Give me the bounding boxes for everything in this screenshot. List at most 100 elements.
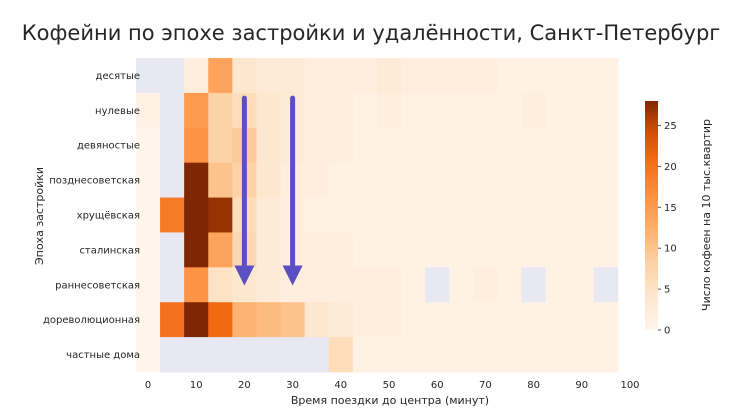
y-tick-label: нулевые — [95, 106, 140, 117]
colorbar — [645, 101, 658, 330]
colorbar-tick-label: 0 — [664, 326, 670, 337]
heatmap-cell — [208, 197, 233, 233]
heatmap-cell — [328, 232, 354, 268]
heatmap-cell — [184, 302, 209, 338]
heatmap-cell — [376, 267, 402, 303]
heatmap-cell — [521, 58, 547, 94]
heatmap-cell — [473, 58, 498, 94]
heatmap-cell — [545, 232, 571, 268]
heatmap-cell — [352, 197, 378, 233]
heatmap-cell — [401, 232, 426, 268]
heatmap-cell — [521, 337, 547, 373]
heatmap-cell — [569, 302, 595, 338]
heatmap-cell — [184, 92, 209, 129]
heatmap-cell — [521, 197, 547, 233]
heatmap-cell — [232, 337, 257, 373]
heatmap-cell — [256, 302, 281, 338]
x-tick-label: 100 — [620, 380, 639, 391]
y-tick-label: позднесоветская — [49, 176, 140, 187]
y-tick-label: хрущёвская — [77, 211, 140, 222]
heatmap-cell — [497, 92, 522, 129]
heatmap-cell — [497, 58, 522, 94]
heatmap-cell — [545, 162, 571, 198]
heatmap-cell — [256, 267, 281, 303]
heatmap-cell — [160, 92, 185, 129]
heatmap-cell — [545, 127, 571, 164]
heatmap-cell — [449, 58, 474, 94]
heatmap-cell — [425, 58, 450, 94]
heatmap-cell — [376, 197, 402, 233]
y-tick-label: сталинская — [79, 245, 140, 256]
heatmap-cell — [184, 58, 209, 94]
x-tick-label: 0 — [145, 380, 151, 391]
heatmap-cell — [545, 92, 571, 129]
heatmap-cell — [256, 337, 281, 373]
heatmap-cell — [184, 162, 209, 198]
heatmap-cell — [160, 127, 185, 164]
heatmap-cell — [376, 162, 402, 198]
heatmap-cell — [376, 127, 402, 164]
x-tick-label: 10 — [190, 380, 203, 391]
y-tick-label: раннесоветская — [55, 280, 140, 291]
heatmap-cell — [135, 92, 161, 129]
heatmap-cell — [256, 232, 281, 268]
y-tick-label: девяностые — [77, 141, 140, 152]
heatmap-cell — [473, 197, 498, 233]
heatmap-cell — [376, 302, 402, 338]
x-tick-label: 80 — [527, 380, 540, 391]
heatmap-cell — [401, 162, 426, 198]
heatmap-cell — [208, 127, 233, 164]
colorbar-ticks: 0 5 10 15 20 25 — [658, 121, 677, 337]
heatmap-cell — [569, 232, 595, 268]
heatmap-cell — [473, 267, 498, 303]
x-tick-labels: 0 10 20 30 40 50 60 70 80 90 100 — [145, 380, 640, 391]
heatmap-cell — [135, 232, 161, 268]
heatmap-cell — [449, 267, 474, 303]
heatmap-cell — [449, 302, 474, 338]
heatmap-cell — [256, 58, 281, 94]
annotation-arrows — [234, 95, 303, 286]
heatmap-cell — [184, 267, 209, 303]
heatmap-cell — [376, 337, 402, 373]
heatmap-cell — [160, 302, 185, 338]
x-axis-label: Время поездки до центра (минут) — [291, 394, 489, 407]
heatmap-cell — [328, 337, 354, 373]
heatmap-cell — [401, 92, 426, 129]
heatmap-cell — [135, 127, 161, 164]
heatmap-cell — [232, 58, 257, 94]
heatmap-cell — [545, 337, 571, 373]
heatmap-cell — [497, 302, 522, 338]
heatmap-cell — [473, 92, 498, 129]
heatmap-cell — [208, 162, 233, 198]
heatmap-cell — [545, 197, 571, 233]
heatmap-cell — [449, 127, 474, 164]
heatmap-cell — [328, 267, 354, 303]
heatmap-cell — [473, 232, 498, 268]
heatmap-cell — [569, 127, 595, 164]
heatmap-cell — [376, 58, 402, 94]
heatmap-cell — [256, 162, 281, 198]
heatmap-cell — [545, 58, 571, 94]
heatmap-cell — [497, 197, 522, 233]
heatmap-cell — [328, 58, 354, 94]
heatmap-cell — [304, 302, 330, 338]
heatmap-cell — [569, 197, 595, 233]
heatmap-cell — [401, 337, 426, 373]
heatmap-cell — [425, 232, 450, 268]
y-axis-label: Эпоха застройки — [33, 167, 46, 265]
heatmap-cell — [449, 232, 474, 268]
heatmap-cell — [184, 232, 209, 268]
heatmap-cell — [304, 58, 330, 94]
heatmap-cell — [401, 127, 426, 164]
heatmap-cell — [545, 267, 571, 303]
heatmap-cell — [328, 127, 354, 164]
heatmap-cell — [135, 337, 161, 373]
heatmap-cell — [376, 92, 402, 129]
heatmap-cell — [473, 127, 498, 164]
heatmap-cell — [521, 232, 547, 268]
colorbar-label: Число кофеен на 10 тыс.квартир — [700, 119, 713, 311]
heatmap-cell — [256, 92, 281, 129]
heatmap-cell — [135, 302, 161, 338]
heatmap-cell — [184, 127, 209, 164]
